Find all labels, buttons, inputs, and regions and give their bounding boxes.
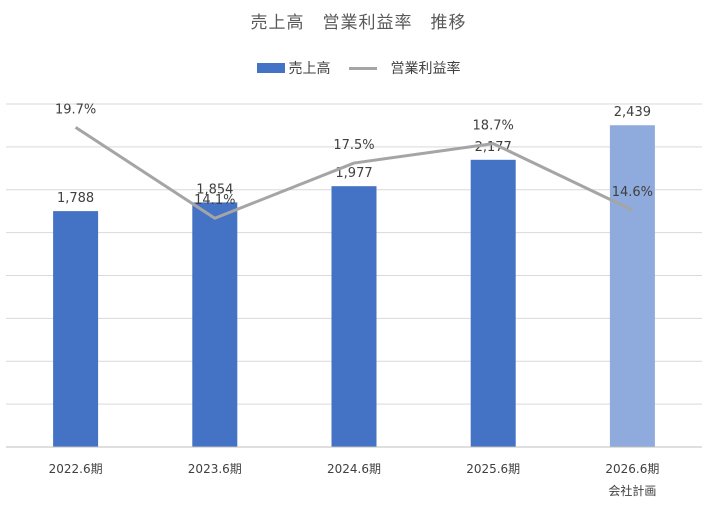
legend-item-margin: 営業利益率 bbox=[348, 58, 461, 78]
legend-item-sales: 売上高 bbox=[256, 58, 331, 78]
bar-data-label: 1,977 bbox=[335, 166, 372, 181]
line-data-label: 18.7% bbox=[473, 119, 514, 134]
x-tick-label: 2022.6期 bbox=[49, 462, 103, 476]
margin-line bbox=[74, 126, 634, 220]
bar bbox=[192, 202, 238, 447]
bar-data-label: 2,177 bbox=[475, 140, 512, 155]
bar-data-label: 2,439 bbox=[614, 105, 651, 120]
legend: 売上高 営業利益率 bbox=[0, 58, 717, 78]
line-data-label: 14.1% bbox=[194, 193, 235, 208]
x-tick-label: 会社計画 bbox=[608, 483, 656, 498]
legend-swatch-sales bbox=[256, 63, 285, 73]
x-tick-label: 2026.6期 bbox=[605, 462, 659, 476]
bar bbox=[53, 211, 99, 447]
bar-data-label: 1,854 bbox=[196, 182, 233, 197]
legend-label-margin: 営業利益率 bbox=[390, 61, 461, 77]
line-data-label: 19.7% bbox=[55, 102, 96, 117]
x-tick-label: 2025.6期 bbox=[466, 462, 520, 476]
bar bbox=[331, 186, 377, 447]
x-tick-label: 2023.6期 bbox=[188, 462, 242, 476]
chart-title: 売上高 営業利益率 推移 bbox=[250, 13, 467, 33]
x-tick-label: 2024.6期 bbox=[327, 462, 381, 476]
bar bbox=[470, 159, 516, 447]
bar bbox=[609, 125, 655, 447]
bar-data-label: 1,788 bbox=[57, 191, 94, 206]
line-data-label: 17.5% bbox=[333, 138, 374, 153]
legend-label-sales: 売上高 bbox=[288, 61, 331, 77]
legend-swatch-margin bbox=[348, 66, 377, 70]
line-data-label: 14.6% bbox=[612, 185, 653, 200]
